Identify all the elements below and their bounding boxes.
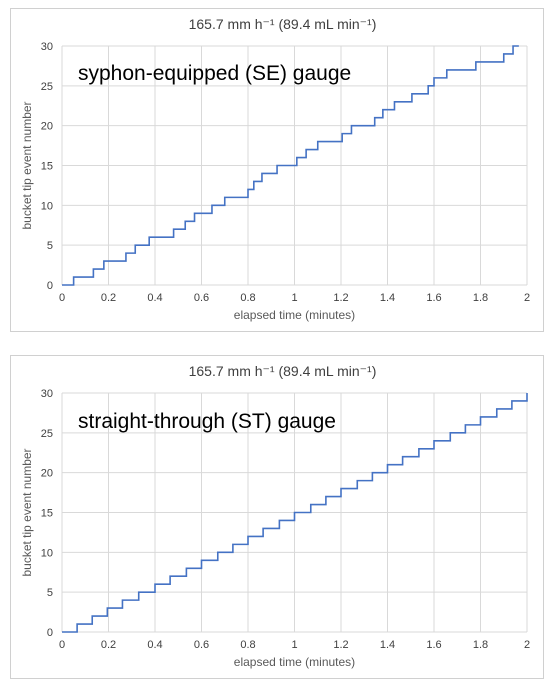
y-tick-label: 30 [41, 41, 53, 53]
x-tick-label: 1 [291, 292, 297, 304]
x-tick-label: 1.8 [473, 639, 488, 651]
x-tick-label: 0.4 [147, 292, 162, 304]
x-tick-label: 1.6 [426, 639, 441, 651]
y-tick-label: 20 [41, 468, 53, 480]
y-tick-label: 15 [41, 508, 53, 520]
chart-st: 165.7 mm h⁻¹ (89.4 mL min⁻¹) 0 0.2 0.4 0.6 0.… [20, 363, 530, 669]
chart-panel-st: 165.7 mm h⁻¹ (89.4 mL min⁻¹) 0 0.2 0.4 0.6 0.… [10, 355, 544, 679]
x-tick-label: 1.8 [473, 292, 488, 304]
y-tick-label: 15 [41, 161, 53, 173]
x-tick-label: 1.2 [333, 292, 348, 304]
x-tick-label: 0.6 [194, 292, 209, 304]
x-tick-label: 0.2 [101, 292, 116, 304]
chart-se: 165.7 mm h⁻¹ (89.4 mL min⁻¹) 0 0.2 0.4 0.6 0.… [20, 16, 530, 322]
gauge-annotation: syphon-equipped (SE) gauge [78, 62, 351, 85]
x-tick-label: 2 [524, 639, 530, 651]
x-tick-label: 1 [291, 639, 297, 651]
x-tick-label: 0 [59, 639, 65, 651]
x-tick-label: 1.2 [333, 639, 348, 651]
x-tick-label: 2 [524, 292, 530, 304]
step-series-line [62, 393, 528, 633]
y-tick-label: 20 [41, 121, 53, 133]
x-tick-label: 1.6 [426, 292, 441, 304]
x-tick-label: 0.6 [194, 639, 209, 651]
y-tick-label: 25 [41, 81, 53, 93]
x-axis-label: elapsed time (minutes) [234, 308, 355, 322]
y-tick-label: 25 [41, 428, 53, 440]
x-tick-label: 1.4 [380, 639, 395, 651]
chart-title: 165.7 mm h⁻¹ (89.4 mL min⁻¹) [189, 16, 377, 32]
y-tick-label: 10 [41, 547, 53, 559]
y-tick-label: 30 [41, 388, 53, 400]
y-tick-label: 0 [47, 280, 53, 292]
y-tick-label: 5 [47, 587, 53, 599]
chart-title: 165.7 mm h⁻¹ (89.4 mL min⁻¹) [189, 363, 377, 379]
y-tick-label: 0 [47, 627, 53, 639]
x-tick-label: 1.4 [380, 292, 395, 304]
y-tick-label: 5 [47, 240, 53, 252]
x-tick-label: 0.8 [240, 639, 255, 651]
x-tick-label: 0 [59, 292, 65, 304]
gauge-annotation: straight-through (ST) gauge [78, 410, 336, 433]
y-axis-label: bucket tip event number [20, 101, 34, 229]
chart-panel-se: 165.7 mm h⁻¹ (89.4 mL min⁻¹) 0 0.2 0.4 0.6 0.… [10, 8, 544, 332]
x-axis-label: elapsed time (minutes) [234, 655, 355, 669]
y-tick-label: 10 [41, 200, 53, 212]
step-series-line [62, 45, 519, 286]
x-tick-label: 0.4 [147, 639, 162, 651]
x-tick-label: 0.2 [101, 639, 116, 651]
y-axis-label: bucket tip event number [20, 448, 34, 576]
x-tick-label: 0.8 [240, 292, 255, 304]
